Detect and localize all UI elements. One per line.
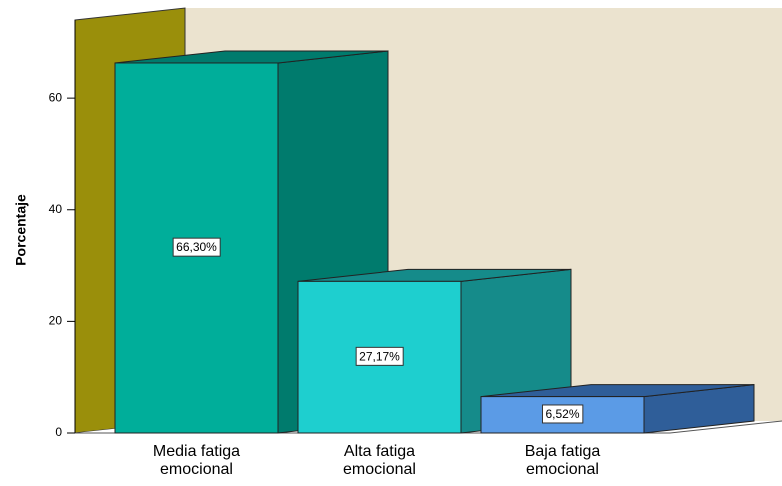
- x-tick-label-line: Alta fatiga: [344, 443, 415, 460]
- y-tick-label: 0: [55, 425, 62, 439]
- value-label: 66,30%: [176, 240, 217, 254]
- x-tick-label: Media fatiga emocional: [153, 443, 240, 478]
- value-label-box: [541, 404, 584, 424]
- y-tick-label: 20: [49, 314, 63, 328]
- y-tick-label: 40: [49, 202, 63, 216]
- x-tick-label-line: emocional: [343, 461, 416, 478]
- x-tick-label: Baja fatiga emocional: [525, 443, 601, 478]
- x-tick-label-line: emocional: [526, 461, 599, 478]
- value-label-box: [355, 346, 404, 366]
- y-tick-label: 60: [49, 90, 63, 104]
- y-axis-label: Porcentaje: [13, 194, 29, 266]
- value-label: 6,52%: [545, 407, 579, 421]
- x-tick-label-line: Baja fatiga: [525, 443, 601, 460]
- x-tick-label-line: emocional: [160, 461, 233, 478]
- value-label-box: [172, 237, 221, 257]
- value-label: 27,17%: [359, 349, 400, 363]
- x-tick-label-line: Media fatiga: [153, 443, 240, 460]
- x-tick-label: Alta fatiga emocional: [343, 443, 416, 478]
